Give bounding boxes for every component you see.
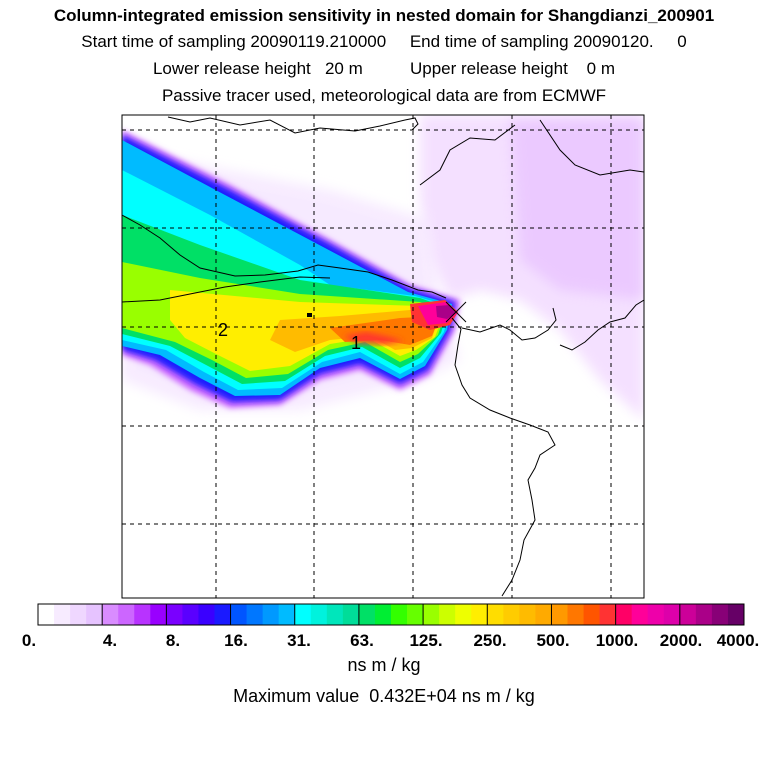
colorbar-swatch bbox=[599, 604, 617, 625]
colorbar-swatch bbox=[679, 604, 697, 625]
colorbar-swatch bbox=[695, 604, 713, 625]
colorbar-swatch bbox=[86, 604, 103, 625]
colorbar-swatch bbox=[711, 604, 729, 625]
colorbar-swatch bbox=[503, 604, 520, 625]
colorbar-swatch bbox=[262, 604, 280, 625]
colorbar-tick-label: 250. bbox=[473, 631, 507, 650]
cluster-label-2: 2 bbox=[218, 320, 228, 340]
colorbar-swatch bbox=[551, 604, 568, 625]
colorbar-swatch bbox=[278, 604, 296, 625]
units-label: ns m / kg bbox=[347, 655, 421, 675]
sensitivity-field bbox=[122, 115, 644, 597]
receptor-x-marker bbox=[445, 301, 467, 323]
colorbar-swatch bbox=[423, 604, 440, 625]
colorbar-swatch bbox=[38, 604, 55, 625]
colorbar bbox=[38, 604, 745, 625]
colorbar-swatch bbox=[567, 604, 584, 625]
colorbar-swatch bbox=[615, 604, 633, 625]
colorbar-tick-label: 8. bbox=[165, 631, 181, 650]
max-value-label: Maximum value 0.432E+04 ns m / kg bbox=[233, 686, 535, 706]
colorbar-swatch bbox=[294, 604, 312, 625]
colorbar-swatch bbox=[358, 604, 376, 625]
sampling-time-line: Start time of sampling 20090119.210000 E… bbox=[81, 32, 687, 51]
colorbar-swatch bbox=[134, 604, 151, 625]
colorbar-swatch bbox=[310, 604, 328, 625]
colorbar-swatch bbox=[150, 604, 167, 625]
colorbar-tick-label: 4. bbox=[102, 631, 118, 650]
colorbar-tick-label: 2000. bbox=[659, 631, 703, 650]
colorbar-swatch bbox=[535, 604, 552, 625]
colorbar-swatch bbox=[54, 604, 71, 625]
colorbar-tick-label: 0. bbox=[21, 631, 37, 650]
colorbar-swatch bbox=[455, 604, 472, 625]
colorbar-swatch bbox=[583, 604, 600, 625]
colorbar-tick-label: 4000. bbox=[716, 631, 760, 650]
colorbar-swatch bbox=[631, 604, 649, 625]
colorbar-swatch bbox=[407, 604, 424, 625]
colorbar-swatch bbox=[230, 604, 247, 625]
colorbar-swatch bbox=[342, 604, 360, 625]
colorbar-swatch bbox=[727, 604, 745, 625]
colorbar-swatch bbox=[471, 604, 488, 625]
colorbar-tick-label: 500. bbox=[536, 631, 570, 650]
colorbar-tick-label: 16. bbox=[224, 631, 248, 650]
colorbar-tick-label: 1000. bbox=[595, 631, 639, 650]
colorbar-swatch bbox=[166, 604, 183, 625]
coastlines bbox=[122, 116, 644, 597]
colorbar-swatch bbox=[647, 604, 665, 625]
colorbar-tick-label: 63. bbox=[350, 631, 374, 650]
cluster-marker bbox=[307, 313, 312, 317]
colorbar-swatch bbox=[391, 604, 408, 625]
map-frame bbox=[121, 114, 645, 599]
colorbar-swatch bbox=[326, 604, 344, 625]
colorbar-swatch bbox=[519, 604, 536, 625]
colorbar-swatch bbox=[487, 604, 504, 625]
colorbar-swatch bbox=[439, 604, 456, 625]
colorbar-tick-label: 31. bbox=[287, 631, 311, 650]
cluster-label-1: 1 bbox=[351, 333, 361, 353]
colorbar-swatch bbox=[102, 604, 119, 625]
colorbar-swatch bbox=[246, 604, 264, 625]
colorbar-tick-label: 125. bbox=[409, 631, 443, 650]
plot-title: Column-integrated emission sensitivity i… bbox=[53, 6, 715, 25]
colorbar-swatch bbox=[214, 604, 231, 625]
colorbar-swatch bbox=[182, 604, 199, 625]
colorbar-swatch bbox=[118, 604, 135, 625]
colorbar-swatch bbox=[374, 604, 392, 625]
colorbar-swatch bbox=[70, 604, 87, 625]
colorbar-swatch bbox=[663, 604, 681, 625]
colorbar-swatch bbox=[198, 604, 215, 625]
release-height-line: Lower release height 20 m Upper release … bbox=[152, 59, 616, 78]
lat-lon-grid bbox=[122, 115, 644, 598]
tracer-info-line: Passive tracer used, meteorological data… bbox=[161, 86, 607, 105]
colorbar-frame bbox=[37, 603, 745, 626]
